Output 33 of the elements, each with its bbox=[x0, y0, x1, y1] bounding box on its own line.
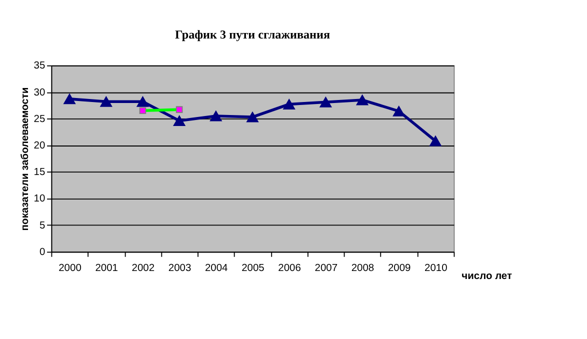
y-tick-label: 15 bbox=[34, 167, 46, 178]
y-tick-label: 35 bbox=[34, 60, 46, 72]
point bbox=[320, 96, 332, 108]
x-tick-label: 2002 bbox=[132, 262, 155, 274]
point bbox=[429, 136, 442, 146]
point bbox=[100, 96, 112, 107]
y-tick-label: 20 bbox=[34, 140, 46, 152]
y-tick-label: 25 bbox=[34, 114, 46, 125]
x-tick-label: 2004 bbox=[204, 262, 228, 274]
y-tick-label: 10 bbox=[34, 194, 46, 205]
point bbox=[64, 94, 76, 104]
y-tick-label: 5 bbox=[39, 220, 46, 232]
point bbox=[392, 106, 405, 116]
x-tick-label: 2003 bbox=[168, 262, 192, 274]
x-tick-label: 2000 bbox=[58, 262, 82, 274]
x-tick-label: 2008 bbox=[351, 262, 374, 274]
x-tick-label: 2001 bbox=[95, 262, 118, 274]
point bbox=[210, 110, 222, 122]
x-tick-label: 2005 bbox=[242, 262, 265, 274]
point bbox=[283, 99, 296, 110]
y-axis-title: показатели заболеваемости bbox=[20, 87, 32, 231]
y-tick-label: 0 bbox=[39, 246, 46, 258]
point bbox=[136, 96, 149, 107]
x-tick-label: 2006 bbox=[278, 262, 302, 274]
point bbox=[356, 94, 368, 106]
x-tick-label: 2007 bbox=[314, 262, 338, 274]
y-tick-label: 30 bbox=[34, 87, 46, 98]
x-tick-label: 2010 bbox=[424, 262, 448, 274]
x-axis-title: число лет bbox=[462, 271, 512, 282]
chart-title: График 3 пути сглаживания bbox=[174, 27, 331, 42]
point bbox=[246, 112, 258, 122]
x-tick-label: 2009 bbox=[388, 262, 412, 274]
point bbox=[173, 116, 186, 126]
